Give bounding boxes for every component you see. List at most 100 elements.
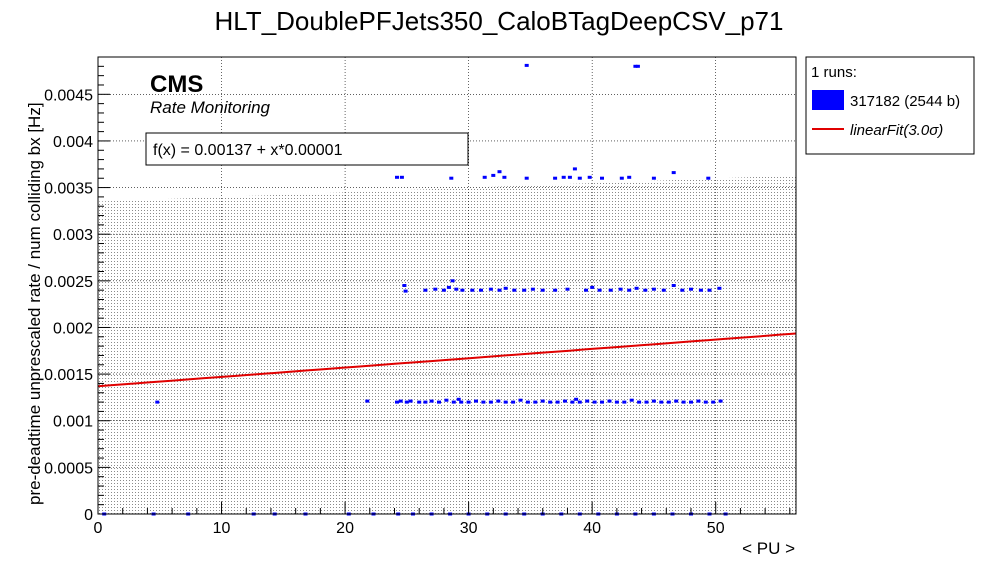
data-point [567, 175, 572, 179]
data-point [680, 288, 685, 292]
data-point [365, 399, 370, 403]
data-point [555, 400, 560, 404]
fit-formula-box [145, 132, 469, 166]
x-tick-label-5: 50 [707, 520, 725, 537]
data-point [423, 288, 428, 292]
data-point [618, 287, 623, 291]
data-point [460, 288, 465, 292]
y-tick-label-5: 0.0025 [44, 274, 93, 291]
data-point [671, 171, 676, 175]
data-point [600, 400, 604, 404]
data-point [590, 285, 595, 289]
plot-frame [97, 56, 797, 515]
fit-formula-text: f(x) = 0.00137 + x*0.00001 [153, 142, 343, 159]
data-point [456, 397, 461, 401]
data-point [518, 398, 523, 402]
data-point [525, 400, 530, 404]
data-point [474, 399, 478, 403]
data-point [451, 400, 456, 404]
data-point [441, 288, 446, 292]
data-point [491, 173, 496, 177]
data-point [470, 288, 475, 292]
data-point [634, 286, 639, 290]
y-tick-label-8: 0.004 [53, 134, 93, 151]
data-point [651, 287, 656, 291]
data-point [717, 286, 722, 290]
data-point [585, 399, 590, 403]
data-point [592, 400, 597, 404]
data-point [689, 400, 693, 404]
legend-header: 1 runs: [811, 64, 857, 81]
data-point [450, 279, 455, 283]
data-point [481, 400, 486, 404]
data-point [449, 176, 454, 180]
data-point [553, 288, 558, 292]
data-point [698, 288, 703, 292]
axis-ticks [97, 65, 791, 515]
data-point [503, 400, 508, 404]
data-point [706, 176, 711, 180]
data-point [522, 288, 527, 292]
data-point [577, 176, 582, 180]
x-tick-label-0: 0 [94, 520, 103, 537]
x-tick-label-4: 40 [583, 520, 601, 537]
data-point [417, 400, 422, 404]
legend-series-label: 317182 (2544 b) [850, 93, 960, 110]
data-point [607, 399, 612, 403]
data-point [600, 176, 604, 180]
data-point [681, 400, 686, 404]
data-point [627, 175, 632, 179]
data-point [674, 399, 679, 403]
y-tick-label-6: 0.003 [53, 227, 93, 244]
data-point [512, 288, 517, 292]
data-point [433, 287, 438, 291]
data-point [533, 400, 538, 404]
cms-label: CMS [150, 71, 203, 98]
data-point [423, 400, 428, 404]
data-point [622, 400, 627, 404]
data-point [651, 176, 656, 180]
data-point [563, 399, 567, 403]
y-axis-label: pre-deadtime unprescaled rate / num coll… [25, 102, 44, 505]
data-point [711, 400, 716, 404]
data-point [459, 400, 464, 404]
data-point [488, 400, 493, 404]
data-point [718, 399, 723, 403]
data-point [703, 400, 708, 404]
data-point [637, 400, 642, 404]
legend: 1 runs: 317182 (2544 b) linearFit(3.0σ) [805, 56, 975, 155]
data-point [540, 288, 545, 292]
data-point [666, 400, 671, 404]
y-tick-label-2: 0.001 [53, 414, 93, 431]
data-point [696, 399, 701, 403]
data-point [446, 285, 451, 289]
x-tick-label-1: 10 [213, 520, 231, 537]
fit-band [98, 175, 796, 514]
data-point [497, 288, 502, 292]
y-tick-label-4: 0.002 [53, 320, 93, 337]
data-point [574, 397, 579, 401]
x-tick-label-2: 20 [336, 520, 354, 537]
data-point [437, 400, 441, 404]
data-point [488, 287, 493, 291]
data-point [403, 289, 408, 293]
data-point [689, 287, 693, 291]
legend-series-swatch [812, 90, 844, 110]
data-point [661, 288, 666, 292]
data-point [619, 176, 624, 180]
data-point [627, 288, 632, 292]
data-point [651, 399, 656, 403]
data-point [530, 287, 535, 291]
data-point [524, 63, 529, 67]
data-point [629, 398, 634, 402]
data-point [398, 399, 403, 403]
data-point [561, 175, 566, 179]
data-point [444, 398, 449, 402]
x-tick-label-3: 30 [460, 520, 478, 537]
y-tick-label-9: 0.0045 [44, 87, 93, 104]
data-point [454, 287, 459, 291]
data-point [511, 400, 516, 404]
legend-fit-label: linearFit(3.0σ) [850, 122, 943, 139]
data-point [429, 399, 434, 403]
data-point [408, 399, 413, 403]
